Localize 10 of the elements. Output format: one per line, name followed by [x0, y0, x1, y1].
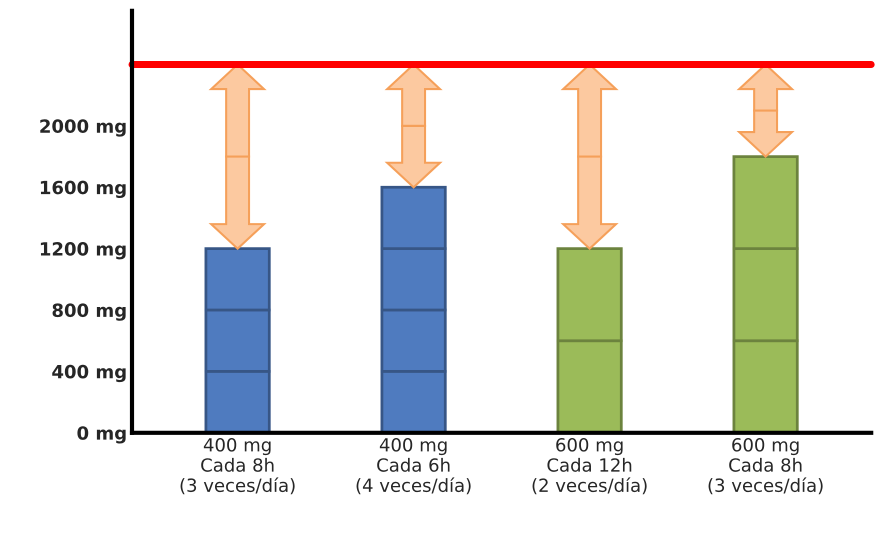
x-tick-label: 600 mg Cada 8h (3 veces/día) — [708, 438, 823, 494]
x-tick-label: 600 mg Cada 12h (2 veces/día) — [532, 438, 647, 494]
y-tick-label: 400 mg — [52, 364, 126, 382]
x-tick-label: 400 mg Cada 8h (3 veces/día) — [180, 438, 295, 494]
y-tick-label: 1200 mg — [40, 242, 126, 260]
y-tick-label: 2000 mg — [40, 119, 126, 137]
x-tick-label: 400 mg Cada 6h (4 veces/día) — [356, 438, 471, 494]
y-tick-label: 0 mg — [77, 426, 126, 444]
y-tick-label: 800 mg — [52, 303, 126, 321]
y-tick-label: 1600 mg — [40, 180, 126, 198]
